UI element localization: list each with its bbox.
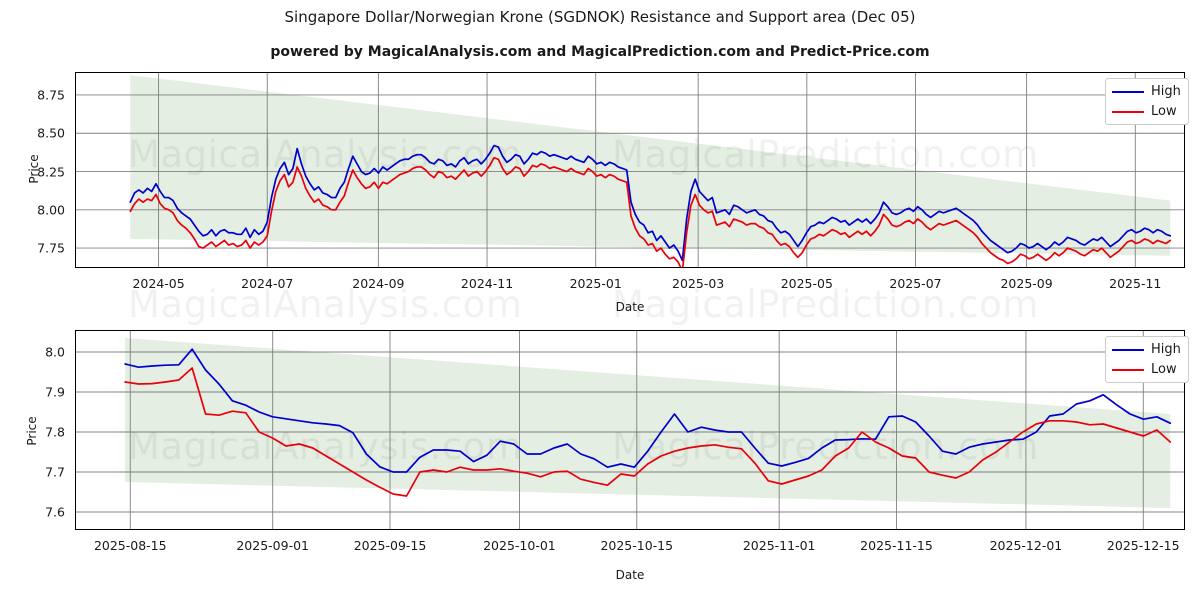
bottom-chart-legend: High Low — [1105, 336, 1189, 383]
x-tick-label: 2025-07 — [889, 276, 942, 291]
legend-entry-low[interactable]: Low — [1112, 103, 1181, 120]
top-chart-legend: High Low — [1105, 78, 1189, 125]
x-tick-label: 2025-11-15 — [860, 538, 933, 553]
legend-line-high — [1112, 348, 1144, 351]
legend-entry-low[interactable]: Low — [1112, 361, 1181, 378]
top-chart-panel — [75, 72, 1185, 268]
x-tick-label: 2025-12-15 — [1106, 538, 1180, 553]
x-tick-label: 2025-08-15 — [93, 538, 167, 553]
legend-label-high: High — [1151, 84, 1181, 99]
x-tick-label: 2024-07 — [241, 276, 294, 291]
x-tick-label: 2025-09-01 — [236, 538, 310, 553]
legend-line-high — [1112, 90, 1144, 93]
top-chart-plot — [75, 72, 1185, 268]
legend-line-low — [1112, 110, 1144, 113]
series-line-low — [124, 367, 1172, 497]
y-tick-label: 7.8 — [45, 424, 65, 440]
x-tick-label: 2024-09 — [352, 276, 405, 291]
x-tick-label: 2025-10-01 — [483, 538, 556, 553]
legend-line-low — [1112, 368, 1144, 371]
x-tick-label: 2025-10-15 — [600, 538, 674, 553]
bottom-chart-plot — [75, 330, 1185, 530]
page-subtitle: powered by MagicalAnalysis.com and Magic… — [270, 44, 930, 60]
series-line-high — [124, 348, 1172, 473]
legend-entry-high[interactable]: High — [1112, 341, 1181, 358]
legend-label-high: High — [1151, 342, 1181, 357]
x-tick-label: 2025-11-01 — [742, 538, 816, 553]
y-tick-label: 8.0 — [45, 344, 65, 360]
legend-entry-high[interactable]: High — [1112, 83, 1181, 100]
series-line-high — [129, 144, 1172, 262]
y-tick-label: 8.25 — [37, 164, 65, 180]
top-chart-frame — [75, 72, 1185, 268]
bottom-chart-x-axis-label: Date — [615, 568, 645, 582]
y-tick-label: 7.75 — [37, 240, 65, 256]
top-chart-y-axis-label: Price — [27, 154, 41, 184]
y-tick-label: 8.75 — [37, 87, 65, 103]
legend-label-low: Low — [1151, 362, 1177, 377]
bottom-chart-panel — [75, 330, 1185, 530]
x-tick-label: 2025-12-01 — [989, 538, 1063, 553]
x-tick-label: 2025-09 — [1000, 276, 1053, 291]
y-tick-label: 7.6 — [45, 504, 65, 520]
y-tick-label: 8.50 — [37, 125, 65, 141]
y-tick-label: 7.9 — [45, 384, 65, 400]
x-tick-label: 2025-01 — [569, 276, 622, 291]
resistance-support-band — [130, 75, 1171, 256]
x-tick-label: 2025-09-15 — [353, 538, 427, 553]
x-tick-label: 2025-03 — [672, 276, 725, 291]
page-title: Singapore Dollar/Norwegian Krone (SGDNOK… — [284, 8, 916, 26]
bottom-chart-frame — [75, 330, 1185, 530]
bottom-chart-y-axis-label: Price — [25, 416, 39, 446]
resistance-support-band — [125, 338, 1171, 508]
y-tick-label: 7.7 — [45, 464, 65, 480]
x-tick-label: 2025-05 — [780, 276, 833, 291]
x-tick-label: 2025-11 — [1109, 276, 1162, 291]
y-tick-label: 8.00 — [37, 202, 65, 218]
series-line-low — [129, 156, 1172, 268]
x-tick-label: 2024-05 — [132, 276, 185, 291]
legend-label-low: Low — [1151, 104, 1177, 119]
top-chart-x-axis-label: Date — [615, 300, 645, 314]
x-tick-label: 2024-11 — [460, 276, 514, 291]
